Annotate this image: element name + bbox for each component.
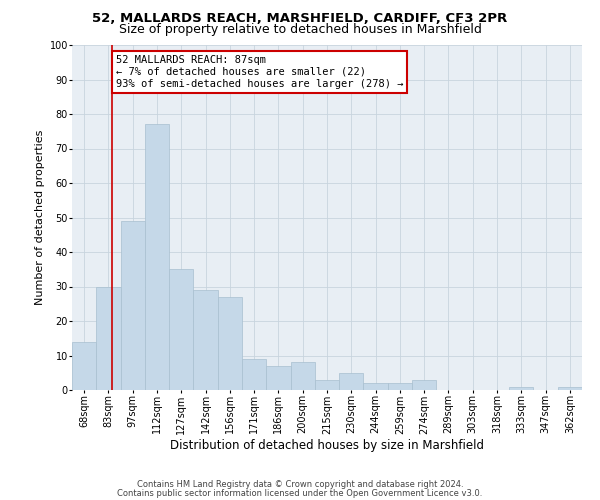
Bar bbox=[364, 383, 388, 390]
Bar bbox=[121, 221, 145, 390]
Bar bbox=[315, 380, 339, 390]
Bar bbox=[388, 383, 412, 390]
Bar bbox=[72, 342, 96, 390]
Bar bbox=[145, 124, 169, 390]
Bar bbox=[266, 366, 290, 390]
Bar bbox=[509, 386, 533, 390]
Text: Contains HM Land Registry data © Crown copyright and database right 2024.: Contains HM Land Registry data © Crown c… bbox=[137, 480, 463, 489]
Bar bbox=[218, 297, 242, 390]
Bar bbox=[242, 359, 266, 390]
Bar bbox=[169, 269, 193, 390]
Bar bbox=[339, 373, 364, 390]
X-axis label: Distribution of detached houses by size in Marshfield: Distribution of detached houses by size … bbox=[170, 439, 484, 452]
Bar bbox=[290, 362, 315, 390]
Text: 52 MALLARDS REACH: 87sqm
← 7% of detached houses are smaller (22)
93% of semi-de: 52 MALLARDS REACH: 87sqm ← 7% of detache… bbox=[116, 56, 403, 88]
Bar bbox=[412, 380, 436, 390]
Text: 52, MALLARDS REACH, MARSHFIELD, CARDIFF, CF3 2PR: 52, MALLARDS REACH, MARSHFIELD, CARDIFF,… bbox=[92, 12, 508, 26]
Text: Contains public sector information licensed under the Open Government Licence v3: Contains public sector information licen… bbox=[118, 489, 482, 498]
Bar bbox=[193, 290, 218, 390]
Y-axis label: Number of detached properties: Number of detached properties bbox=[35, 130, 45, 305]
Text: Size of property relative to detached houses in Marshfield: Size of property relative to detached ho… bbox=[119, 22, 481, 36]
Bar bbox=[558, 386, 582, 390]
Bar bbox=[96, 286, 121, 390]
